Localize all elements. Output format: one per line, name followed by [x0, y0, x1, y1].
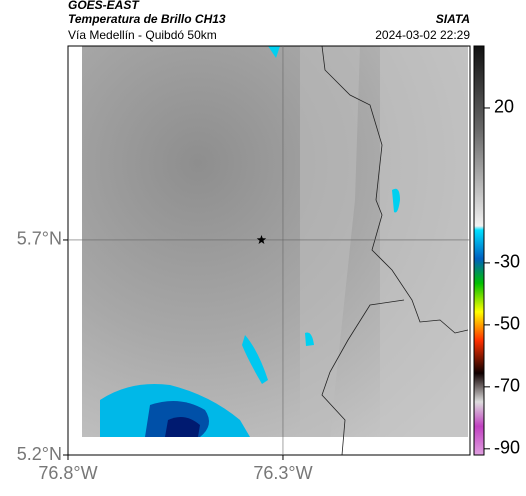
colorbar-tick-label: -50 — [494, 314, 520, 334]
timestamp: 2024-03-02 22:29 — [375, 28, 470, 42]
source: GOES-EAST — [68, 0, 140, 12]
imagery — [82, 45, 469, 456]
map-frame — [67, 45, 471, 456]
brand: SIATA — [436, 12, 470, 26]
lat-tick-label: 5.2°N — [17, 444, 62, 464]
route: Vía Medellín - Quibdó 50km — [68, 28, 217, 42]
colorbar-tick-label: 20 — [494, 97, 514, 117]
lon-tick-label: 76.3°W — [253, 463, 312, 483]
lon-tick-label: 76.8°W — [38, 463, 97, 483]
product: Temperatura de Brillo CH13 — [68, 12, 226, 26]
colorbar-tick-label: -70 — [494, 376, 520, 396]
colorbar — [473, 45, 485, 456]
lat-tick-label: 5.7°N — [17, 229, 62, 249]
colorbar-tick-label: -90 — [494, 438, 520, 458]
location-marker — [256, 235, 267, 244]
colorbar-tick-label: -30 — [494, 252, 520, 272]
